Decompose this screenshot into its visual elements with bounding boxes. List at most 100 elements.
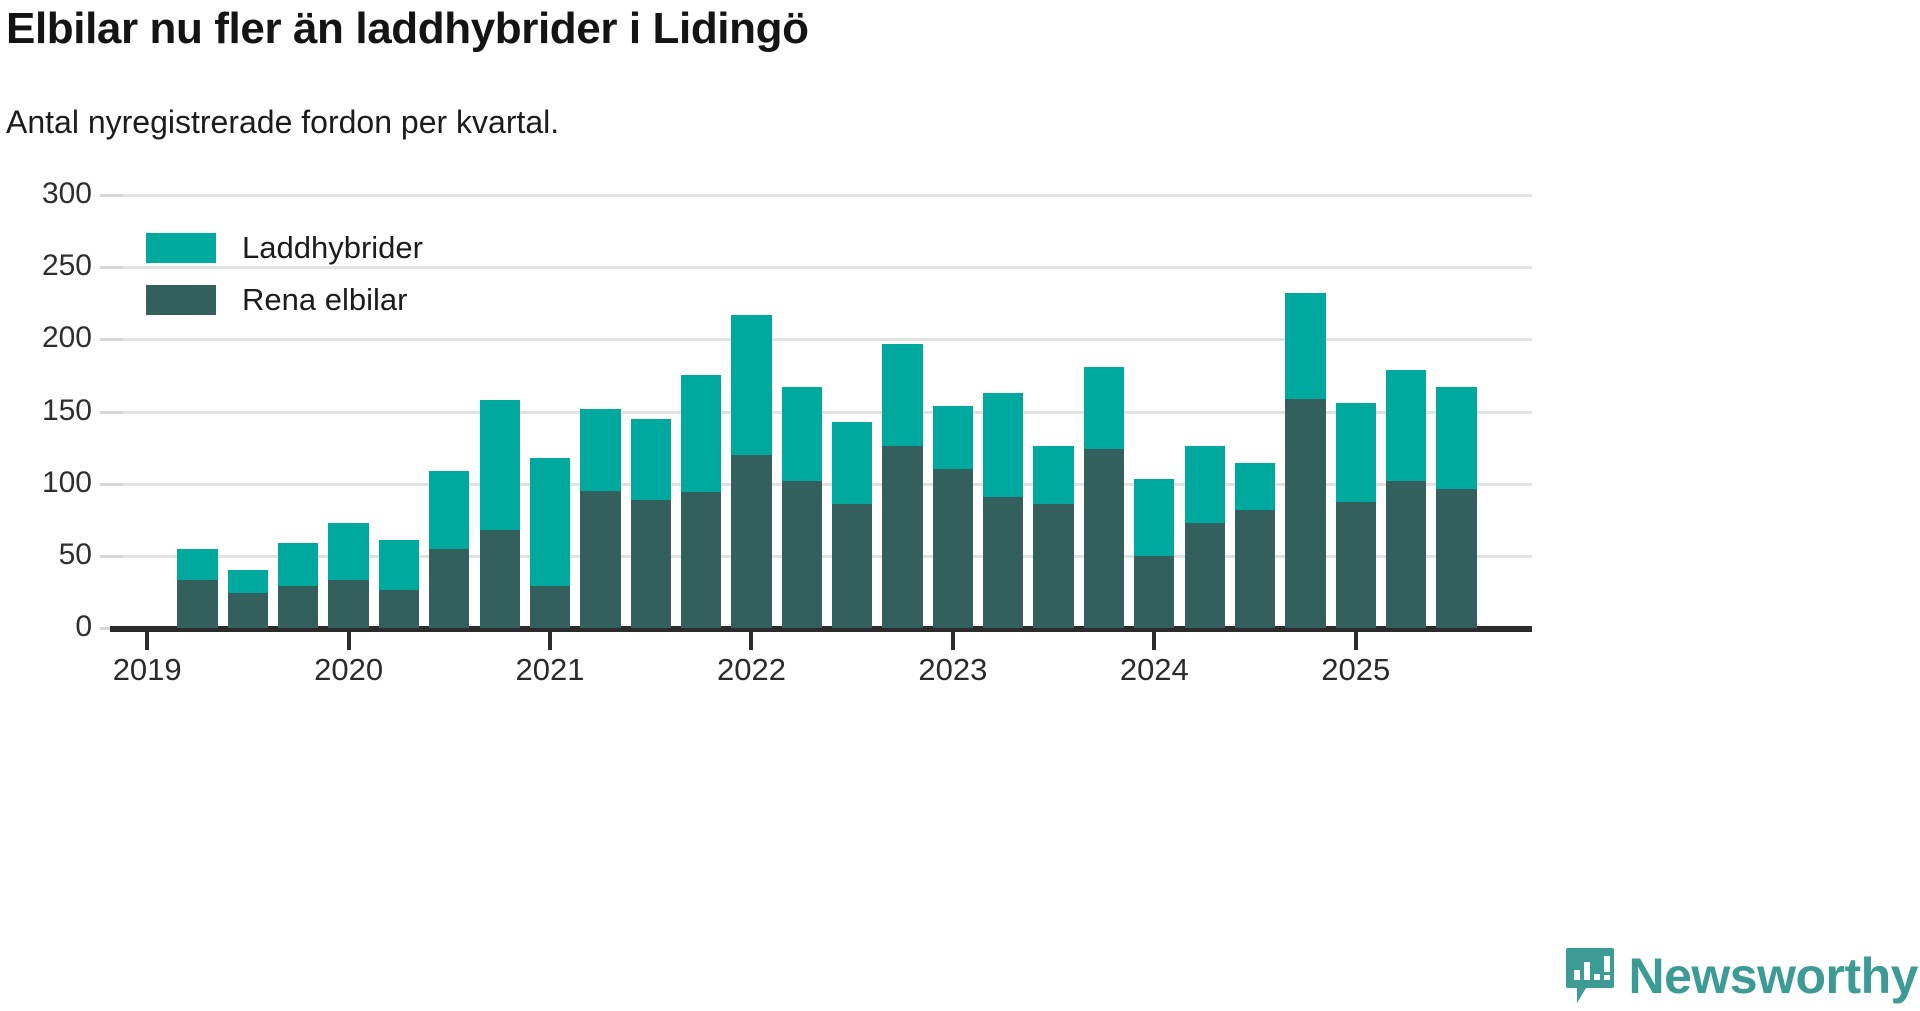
x-axis-tick-label: 2019 (112, 652, 182, 687)
bar-group[interactable] (378, 539, 420, 628)
bar-segment-rena-elbilar[interactable] (278, 586, 319, 628)
page-subtitle: Antal nyregistrerade fordon per kvartal. (6, 104, 560, 140)
bar-segment-rena-elbilar[interactable] (1083, 449, 1125, 628)
bar-group[interactable] (630, 418, 671, 628)
bar-group[interactable] (1285, 293, 1326, 628)
bar-segment-rena-elbilar[interactable] (1436, 489, 1477, 628)
bar-segment-rena-elbilar[interactable] (529, 586, 571, 628)
bar-segment-rena-elbilar[interactable] (227, 593, 269, 628)
bar-segment-rena-elbilar[interactable] (429, 548, 470, 628)
bar-segment-rena-elbilar[interactable] (932, 469, 974, 628)
bar-segment-rena-elbilar[interactable] (1033, 503, 1074, 628)
bar-segment-laddhybrider[interactable] (378, 539, 420, 591)
bar-group[interactable] (1436, 386, 1477, 628)
bar-group[interactable] (882, 343, 923, 628)
bar-segment-laddhybrider[interactable] (832, 421, 873, 504)
bar-segment-laddhybrider[interactable] (429, 470, 470, 549)
bar-segment-rena-elbilar[interactable] (1184, 522, 1225, 628)
bar-segment-rena-elbilar[interactable] (731, 454, 772, 628)
bar-segment-laddhybrider[interactable] (529, 457, 571, 587)
bar-segment-laddhybrider[interactable] (1033, 446, 1074, 504)
bar-segment-laddhybrider[interactable] (781, 386, 822, 481)
bar-segment-laddhybrider[interactable] (882, 343, 923, 447)
bar-group[interactable] (731, 314, 772, 628)
bar-group[interactable] (479, 399, 520, 628)
bar-segment-laddhybrider[interactable] (731, 314, 772, 455)
bar-group[interactable] (1184, 446, 1225, 628)
bar-segment-rena-elbilar[interactable] (781, 480, 822, 628)
bar-group[interactable] (227, 570, 269, 628)
bar-segment-laddhybrider[interactable] (983, 392, 1024, 497)
bar-segment-rena-elbilar[interactable] (1335, 502, 1376, 628)
bar-segment-rena-elbilar[interactable] (630, 499, 671, 628)
bar-segment-rena-elbilar[interactable] (1234, 509, 1276, 628)
bar-group[interactable] (580, 408, 621, 628)
bar-segment-laddhybrider[interactable] (479, 399, 520, 530)
bar-segment-laddhybrider[interactable] (1234, 463, 1276, 510)
bar-segment-laddhybrider[interactable] (1335, 402, 1376, 503)
newsworthy-bubble-chart-icon (1564, 946, 1616, 1006)
bar-segment-rena-elbilar[interactable] (983, 496, 1024, 628)
gridline (122, 482, 1532, 486)
bar-group[interactable] (1385, 369, 1427, 628)
legend-item[interactable]: Laddhybrider (146, 222, 423, 274)
bar-segment-laddhybrider[interactable] (227, 570, 269, 594)
bar-segment-laddhybrider[interactable] (680, 375, 722, 493)
page-title: Elbilar nu fler än laddhybrider i Liding… (6, 4, 809, 53)
bar-segment-laddhybrider[interactable] (278, 542, 319, 587)
bar-group[interactable] (177, 548, 218, 628)
bar-group[interactable] (429, 470, 470, 628)
gridline (122, 266, 1532, 270)
bar-group[interactable] (932, 405, 974, 628)
bar-group[interactable] (1083, 366, 1125, 628)
bar-segment-rena-elbilar[interactable] (1385, 480, 1427, 628)
bar-group[interactable] (832, 421, 873, 628)
bar-segment-rena-elbilar[interactable] (580, 490, 621, 628)
bar-group[interactable] (1234, 463, 1276, 628)
bar-segment-laddhybrider[interactable] (1436, 386, 1477, 490)
x-axis-tick-label: 2024 (1119, 652, 1189, 687)
bar-group[interactable] (781, 386, 822, 628)
x-axis-tick-mark (548, 632, 553, 650)
x-axis-tick-mark (1353, 632, 1358, 650)
bar-segment-laddhybrider[interactable] (1184, 446, 1225, 523)
bar-segment-laddhybrider[interactable] (1285, 293, 1326, 399)
bar-group[interactable] (278, 542, 319, 628)
y-axis-tick-label: 200 (41, 321, 92, 355)
x-axis-tick-label: 2021 (515, 652, 585, 687)
bar-segment-laddhybrider[interactable] (1385, 369, 1427, 481)
bar-segment-rena-elbilar[interactable] (177, 580, 218, 628)
legend-item[interactable]: Rena elbilar (146, 274, 423, 326)
y-axis-tick-label: 300 (41, 177, 92, 210)
x-axis-tick-label: 2022 (716, 652, 786, 687)
bar-segment-rena-elbilar[interactable] (1285, 398, 1326, 628)
bar-segment-laddhybrider[interactable] (177, 548, 218, 581)
bar-group[interactable] (328, 522, 369, 628)
gridline (122, 554, 1532, 558)
bar-segment-laddhybrider[interactable] (630, 418, 671, 500)
bar-group[interactable] (1335, 402, 1376, 628)
bar-group[interactable] (1134, 479, 1175, 628)
bar-segment-rena-elbilar[interactable] (680, 492, 722, 628)
bar-group[interactable] (1033, 446, 1074, 628)
bar-segment-laddhybrider[interactable] (1083, 366, 1125, 450)
bar-segment-rena-elbilar[interactable] (479, 529, 520, 628)
y-axis-tick-label: 100 (41, 465, 92, 499)
bar-segment-laddhybrider[interactable] (580, 408, 621, 491)
gridline (122, 410, 1532, 414)
y-axis-tick-mark (100, 410, 122, 414)
bar-segment-laddhybrider[interactable] (1134, 479, 1175, 556)
bar-segment-laddhybrider[interactable] (328, 522, 369, 581)
bar-segment-rena-elbilar[interactable] (1134, 555, 1175, 628)
x-axis-tick-label: 2025 (1321, 652, 1391, 687)
bar-segment-rena-elbilar[interactable] (882, 446, 923, 628)
bar-group[interactable] (529, 457, 571, 628)
bar-segment-rena-elbilar[interactable] (378, 590, 420, 628)
bar-group[interactable] (680, 375, 722, 628)
bar-segment-laddhybrider[interactable] (932, 405, 974, 470)
bar-segment-rena-elbilar[interactable] (832, 503, 873, 628)
x-axis-tick-label: 2020 (314, 652, 384, 687)
bar-segment-rena-elbilar[interactable] (328, 580, 369, 628)
bar-group[interactable] (983, 392, 1024, 628)
